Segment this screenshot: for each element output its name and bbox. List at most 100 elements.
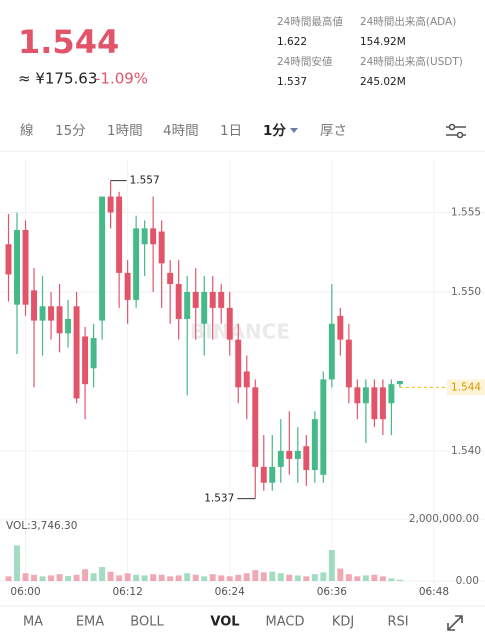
volume-bar — [39, 576, 46, 581]
timeframe-tab[interactable]: 1日 — [220, 123, 242, 139]
candle-body — [65, 318, 72, 334]
volume-bar — [328, 550, 335, 581]
timeframe-tab[interactable]: 4時間 — [163, 123, 199, 139]
candle-body — [320, 379, 327, 475]
timeframe-tab[interactable]: 1分 — [263, 123, 286, 139]
last-price-label: 1.544 — [451, 381, 481, 393]
volume-bar — [73, 574, 80, 581]
volume-bar — [167, 576, 174, 581]
volume-bar — [345, 574, 352, 581]
timeframe-tab[interactable]: 厚さ — [320, 123, 347, 139]
stat-value: 1.537 — [277, 76, 307, 88]
candle-body — [82, 336, 89, 385]
volume-bar — [201, 576, 208, 581]
candle-body — [286, 450, 293, 459]
volume-bar — [379, 576, 386, 581]
volume-bar — [294, 575, 301, 581]
volume-bar — [354, 576, 361, 581]
volume-bar — [337, 568, 344, 581]
volume-title: VOL:3,746.30 — [6, 520, 77, 532]
candle-body — [99, 196, 106, 321]
indicator-tab[interactable]: EMA — [76, 615, 104, 630]
candle-body — [328, 323, 335, 380]
stat-value: 154.92M — [360, 36, 406, 48]
candle-body — [226, 307, 233, 340]
candle-body — [218, 291, 225, 308]
volume-bar — [396, 579, 403, 581]
candle-body — [337, 315, 344, 340]
stat-value: 1.622 — [277, 36, 307, 48]
volume-bar — [22, 573, 29, 581]
volume-bar — [269, 571, 276, 581]
max-marker-label: 1.557 — [130, 175, 160, 187]
volume-bar — [56, 574, 63, 581]
candle-body — [260, 466, 267, 483]
candle-body — [5, 244, 12, 275]
candle-body — [201, 291, 208, 324]
volume-bar — [243, 573, 250, 581]
candle-body — [345, 339, 352, 388]
indicator-tab[interactable]: BOLL — [130, 615, 164, 630]
timeframe-tab[interactable]: 15分 — [55, 123, 86, 139]
volume-bar — [65, 576, 72, 581]
indicator-tab[interactable]: VOL — [210, 615, 239, 630]
candle-body — [22, 229, 29, 305]
candle-body — [209, 291, 216, 308]
candle-body — [269, 466, 276, 483]
timeframe-tab[interactable]: 線 — [20, 123, 34, 139]
timeframe-tab[interactable]: 1時間 — [107, 123, 143, 139]
candle-body — [311, 419, 318, 471]
volume-bar — [252, 570, 259, 581]
volume-bar — [5, 576, 12, 581]
indicator-tab[interactable]: MACD — [266, 615, 305, 630]
candle-body — [158, 231, 165, 264]
volume-bar — [303, 576, 310, 581]
stat-value: 245.02M — [360, 76, 406, 88]
candle-body — [107, 196, 114, 213]
volume-bar — [277, 573, 284, 581]
candle-body — [150, 228, 157, 245]
candle-body — [362, 387, 369, 404]
y-tick-label: 1.540 — [451, 445, 481, 457]
volume-bar — [192, 574, 199, 581]
volume-bar — [226, 576, 233, 581]
volume-bar — [141, 575, 148, 581]
volume-bar — [388, 578, 395, 581]
volume-bar — [260, 572, 267, 581]
settings-icon[interactable] — [446, 123, 466, 139]
x-tick-label: 06:48 — [419, 586, 449, 598]
candle-body — [303, 446, 310, 471]
volume-bar — [158, 574, 165, 581]
fullscreen-icon[interactable] — [447, 615, 463, 631]
min-marker-label: 1.537 — [204, 493, 234, 505]
volume-bar — [99, 567, 106, 581]
stat-label: 24時間出来高(USDT) — [360, 55, 463, 68]
volume-bar — [82, 569, 89, 581]
candle-body — [235, 339, 242, 388]
volume-bar — [107, 571, 114, 581]
candle-body — [167, 272, 174, 285]
volume-bar — [371, 574, 378, 581]
indicator-tab[interactable]: KDJ — [332, 615, 354, 630]
candle-body — [277, 450, 284, 467]
candle-body — [116, 196, 123, 273]
volume-bar — [116, 575, 123, 581]
last-price: 1.544 — [18, 23, 119, 61]
x-tick-label: 06:00 — [10, 586, 40, 598]
volume-bar — [48, 575, 55, 581]
candle-body — [371, 387, 378, 420]
y-tick-label: 1.555 — [451, 206, 481, 218]
volume-bar — [235, 574, 242, 581]
indicator-tab[interactable]: MA — [23, 615, 43, 630]
candle-body — [73, 306, 80, 399]
dropdown-arrow — [290, 128, 298, 133]
volume-bar — [31, 574, 38, 581]
candle-body — [31, 290, 38, 321]
volume-bar — [362, 575, 369, 581]
candle-body — [141, 228, 148, 245]
volume-bar — [218, 575, 225, 581]
indicator-tab[interactable]: RSI — [387, 615, 408, 630]
stat-label: 24時間最高値 — [277, 15, 343, 28]
candle-body — [124, 272, 131, 300]
